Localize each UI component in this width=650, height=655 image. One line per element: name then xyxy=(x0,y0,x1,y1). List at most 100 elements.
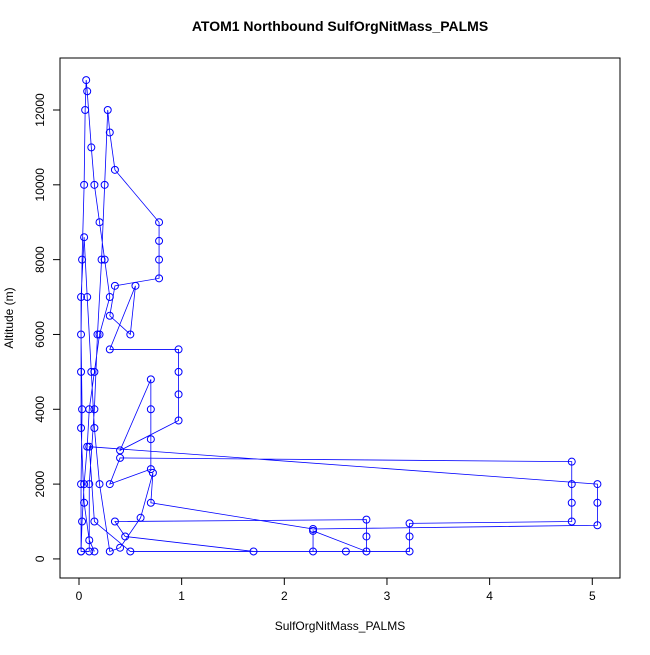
data-point xyxy=(85,536,94,545)
data-point xyxy=(567,480,576,489)
data-point xyxy=(155,255,164,264)
data-point xyxy=(126,547,135,556)
data-point xyxy=(110,281,119,290)
data-point xyxy=(90,547,99,556)
data-point xyxy=(110,517,119,526)
data-point xyxy=(174,345,183,354)
data-point xyxy=(90,405,99,414)
data-point xyxy=(103,106,112,114)
data-point xyxy=(174,416,183,425)
y-tick-label: 4000 xyxy=(33,396,47,423)
data-point xyxy=(126,330,135,339)
data-point xyxy=(77,547,86,556)
data-point xyxy=(90,423,99,432)
data-point xyxy=(567,517,576,526)
data-point xyxy=(95,218,104,227)
data-point xyxy=(116,543,125,552)
data-point xyxy=(249,547,258,556)
data-point xyxy=(309,547,318,556)
data-point xyxy=(80,480,89,489)
data-line xyxy=(80,80,598,553)
data-point xyxy=(105,128,114,137)
data-point xyxy=(87,143,96,152)
data-point xyxy=(81,106,90,114)
data-point xyxy=(80,498,89,507)
x-tick-label: 2 xyxy=(281,589,288,603)
data-point xyxy=(121,532,130,541)
data-point xyxy=(146,435,155,444)
data-point xyxy=(105,293,114,302)
x-tick-label: 1 xyxy=(178,589,185,603)
data-point xyxy=(405,519,414,528)
data-point xyxy=(77,367,86,376)
data-point xyxy=(362,547,371,556)
data-point xyxy=(83,293,92,302)
x-tick-label: 0 xyxy=(76,589,83,603)
data-point xyxy=(78,255,87,264)
data-point xyxy=(85,405,94,414)
data-point xyxy=(362,515,371,524)
data-point xyxy=(341,547,350,556)
x-axis-label: SulfOrgNitMass_PALMS xyxy=(275,619,405,633)
x-tick-label: 4 xyxy=(486,589,493,603)
data-point xyxy=(405,532,414,541)
data-point xyxy=(593,521,602,530)
data-point xyxy=(105,311,114,320)
data-point xyxy=(362,532,371,541)
data-point xyxy=(100,180,109,189)
y-tick-label: 8000 xyxy=(33,246,47,273)
data-point xyxy=(105,547,114,556)
data-point xyxy=(95,480,104,489)
data-point xyxy=(567,498,576,507)
data-point xyxy=(405,547,414,556)
plot-frame xyxy=(59,57,621,579)
y-tick-label: 12000 xyxy=(33,93,47,127)
data-point xyxy=(567,457,576,466)
y-tick-label: 6000 xyxy=(33,321,47,348)
data-point xyxy=(83,442,92,451)
data-point xyxy=(131,281,140,290)
data-point xyxy=(78,517,87,526)
data-point xyxy=(593,498,602,507)
data-point xyxy=(93,330,102,339)
data-point xyxy=(593,480,602,489)
data-point xyxy=(100,255,109,264)
data-point xyxy=(80,233,89,242)
data-point xyxy=(309,524,318,533)
data-point xyxy=(85,480,94,489)
data-point xyxy=(83,87,92,96)
data-point xyxy=(146,375,155,384)
data-point xyxy=(80,180,89,189)
data-point xyxy=(82,76,91,85)
data-point xyxy=(174,390,183,399)
data-point xyxy=(90,180,99,189)
data-point xyxy=(97,255,106,264)
data-point xyxy=(105,480,114,489)
data-point xyxy=(155,274,164,283)
data-point xyxy=(155,236,164,245)
data-point xyxy=(87,367,96,376)
data-point xyxy=(174,367,183,376)
data-point xyxy=(136,513,145,522)
x-tick-label: 3 xyxy=(384,589,391,603)
data-point xyxy=(77,423,86,432)
data-point xyxy=(77,293,86,302)
y-tick-label: 10000 xyxy=(33,168,47,202)
data-point xyxy=(146,405,155,414)
data-point xyxy=(148,468,157,477)
data-point xyxy=(146,498,155,507)
data-point xyxy=(85,547,94,556)
chart-title: ATOM1 Northbound SulfOrgNitMass_PALMS xyxy=(192,18,488,34)
data-point xyxy=(110,165,119,174)
data-point xyxy=(90,367,99,376)
data-point xyxy=(85,442,94,451)
data-point xyxy=(146,465,155,474)
data-point xyxy=(77,330,86,339)
data-point xyxy=(95,330,104,339)
data-point xyxy=(116,453,125,462)
x-tick-label: 5 xyxy=(589,589,596,603)
y-axis-label: Altitude (m) xyxy=(2,287,16,348)
data-point xyxy=(155,218,164,227)
data-point xyxy=(90,517,99,526)
